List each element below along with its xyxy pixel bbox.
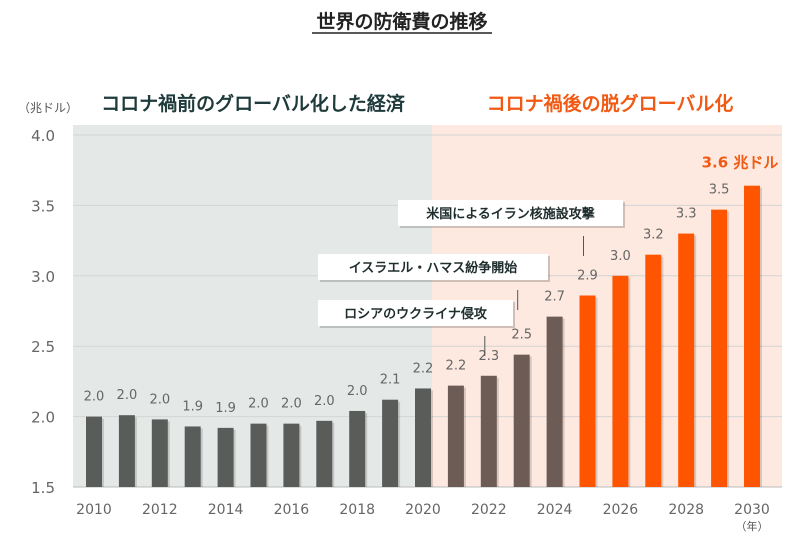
x-tick-label: 2020 xyxy=(405,502,441,518)
y-tick-label: 1.5 xyxy=(31,479,55,497)
region-label: コロナ禍後の脱グローバル化 xyxy=(487,92,734,115)
region-label: コロナ禍前のグローバル化した経済 xyxy=(101,92,406,115)
x-tick-label: 2010 xyxy=(76,502,112,518)
bar-2026 xyxy=(612,275,629,487)
data-label: 3.6 兆ドル xyxy=(702,154,779,172)
data-label: 2.3 xyxy=(478,349,499,364)
bar-2022 xyxy=(480,375,497,487)
data-label: 2.0 xyxy=(314,394,335,409)
data-label: 1.9 xyxy=(182,399,203,414)
data-label: 2.0 xyxy=(149,392,170,407)
data-label: 3.5 xyxy=(709,183,730,198)
bar-2014 xyxy=(217,427,234,487)
bar-2013 xyxy=(184,426,201,487)
annotation: ロシアのウクライナ侵攻 xyxy=(318,300,515,356)
x-tick-label: 2016 xyxy=(274,502,310,518)
annotation-text: イスラエル・ハマス紛争開始 xyxy=(349,260,518,276)
bar-2010 xyxy=(86,416,102,487)
x-tick-label: 2026 xyxy=(603,502,639,518)
y-tick-label: 3.0 xyxy=(31,268,55,286)
bar-2025 xyxy=(579,295,596,487)
data-label: 2.2 xyxy=(413,361,434,376)
bar-2020 xyxy=(415,388,431,487)
bar-2024 xyxy=(546,316,563,487)
data-label: 2.0 xyxy=(117,388,138,403)
data-label: 3.0 xyxy=(610,249,631,264)
bar-2015 xyxy=(250,423,267,487)
data-label: 2.2 xyxy=(446,359,467,374)
data-label: 2.0 xyxy=(248,397,269,412)
annotation-text: ロシアのウクライナ侵攻 xyxy=(344,306,488,322)
y-tick-label: 3.5 xyxy=(31,197,55,215)
x-tick-label: 2024 xyxy=(537,502,573,518)
x-tick-label: 2022 xyxy=(471,502,507,518)
bar-2030 xyxy=(744,185,760,488)
annotation-text: 米国によるイラン核施設攻撃 xyxy=(426,206,595,222)
bar-2029 xyxy=(711,209,728,487)
x-axis-label: （年） xyxy=(736,519,769,533)
x-tick-label: 2028 xyxy=(668,502,704,518)
x-tick-label: 2018 xyxy=(339,502,375,518)
x-tick-label: 2030 xyxy=(734,502,770,518)
data-label: 2.0 xyxy=(281,397,302,412)
data-label: 2.0 xyxy=(84,390,105,405)
bar-2016 xyxy=(283,423,300,487)
bar-2018 xyxy=(349,410,366,487)
data-label: 2.5 xyxy=(511,328,532,343)
data-label: 3.3 xyxy=(676,207,697,222)
chart-title: 世界の防衛費の推移 xyxy=(316,10,487,33)
x-tick-label: 2012 xyxy=(142,502,178,518)
data-label: 2.7 xyxy=(544,290,565,305)
y-tick-label: 4.0 xyxy=(31,127,55,145)
y-tick-label: 2.5 xyxy=(31,338,55,356)
bar-2021 xyxy=(447,385,464,487)
data-label: 3.2 xyxy=(643,228,664,243)
bar-2027 xyxy=(645,254,662,487)
annotation: 米国によるイラン核施設攻撃 xyxy=(398,200,625,256)
bar-2023 xyxy=(513,354,530,487)
data-label: 2.1 xyxy=(380,373,401,388)
bar-2012 xyxy=(151,419,168,487)
data-label: 2.9 xyxy=(577,269,598,284)
bar-2017 xyxy=(316,420,333,487)
bar-2028 xyxy=(678,233,695,487)
annotation: イスラエル・ハマス紛争開始 xyxy=(318,254,550,310)
y-tick-label: 2.0 xyxy=(31,409,55,427)
y-axis-label: （兆ドル） xyxy=(18,101,78,115)
bar-2019 xyxy=(382,399,399,487)
x-tick-label: 2014 xyxy=(208,502,244,518)
data-label: 2.0 xyxy=(347,384,368,399)
data-label: 1.9 xyxy=(215,401,236,416)
bar-2011 xyxy=(118,415,135,487)
